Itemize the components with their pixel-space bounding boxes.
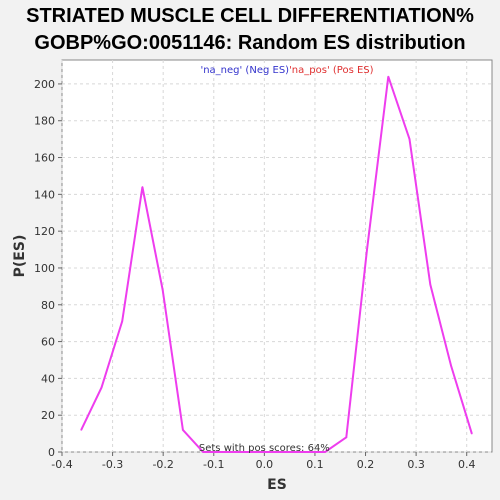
data-point xyxy=(345,436,348,439)
x-tick-label: -0.4 xyxy=(51,458,72,471)
y-tick-label: 100 xyxy=(34,262,55,275)
legend: 'na_neg' (Neg ES)'na_pos' (Pos ES) xyxy=(200,65,373,76)
x-tick-label: -0.2 xyxy=(152,458,173,471)
series-group xyxy=(80,75,473,453)
data-point xyxy=(121,320,123,323)
data-point xyxy=(100,386,103,389)
x-axis-label: ES xyxy=(267,477,287,493)
data-point xyxy=(283,451,286,453)
y-tick-label: 180 xyxy=(34,115,55,128)
data-point xyxy=(324,451,326,453)
x-tick-label: 0.4 xyxy=(458,458,476,471)
data-point xyxy=(366,248,368,251)
x-tick-label: 0.0 xyxy=(256,458,274,471)
series-line xyxy=(80,76,473,453)
y-tick-label: 160 xyxy=(34,152,55,165)
y-tick-label: 20 xyxy=(41,409,55,422)
data-point xyxy=(470,432,473,435)
x-tick-label: -0.1 xyxy=(203,458,224,471)
y-tick-label: 140 xyxy=(34,188,55,201)
ticks: -0.4 -0.3 -0.2 -0.1 0.0 0.1 0.2 0.3 0.4 0 20 40 60 80… xyxy=(34,78,475,471)
grid xyxy=(61,60,492,453)
data-point xyxy=(182,429,184,431)
y-axis-label: P(ES) xyxy=(12,235,28,278)
y-tick-label: 40 xyxy=(41,372,55,385)
y-tick-label: 80 xyxy=(41,299,55,312)
y-tick-label: 0 xyxy=(48,446,55,459)
x-tick-label: 0.2 xyxy=(357,458,375,471)
y-tick-label: 60 xyxy=(41,336,55,349)
data-point xyxy=(202,451,204,453)
data-point xyxy=(141,186,144,188)
data-point xyxy=(408,138,411,140)
plot-area xyxy=(61,59,493,453)
x-tick-label: 0.1 xyxy=(306,458,324,471)
y-tick-label: 120 xyxy=(34,225,55,238)
data-point xyxy=(242,451,245,453)
pos-scores-annotation: Sets with pos scores: 64% xyxy=(199,443,330,454)
data-point xyxy=(222,451,225,453)
legend-neg-label: 'na_neg' (Neg ES) xyxy=(200,65,289,76)
legend-pos-label: 'na_pos' (Pos ES) xyxy=(289,65,374,76)
y-tick-label: 200 xyxy=(34,78,55,91)
chart-title-line1: STRIATED MUSCLE CELL DIFFERENTIATION% xyxy=(26,5,474,27)
x-tick-label: -0.3 xyxy=(102,458,123,471)
chart-title-line2: GOBP%GO:0051146: Random ES distribution xyxy=(34,32,465,54)
data-point xyxy=(304,451,306,453)
data-point xyxy=(263,451,266,453)
data-point xyxy=(450,364,452,367)
x-tick-label: 0.3 xyxy=(407,458,425,471)
data-point xyxy=(80,429,83,431)
data-point xyxy=(387,75,390,78)
data-point xyxy=(161,289,164,291)
data-point xyxy=(429,283,432,286)
